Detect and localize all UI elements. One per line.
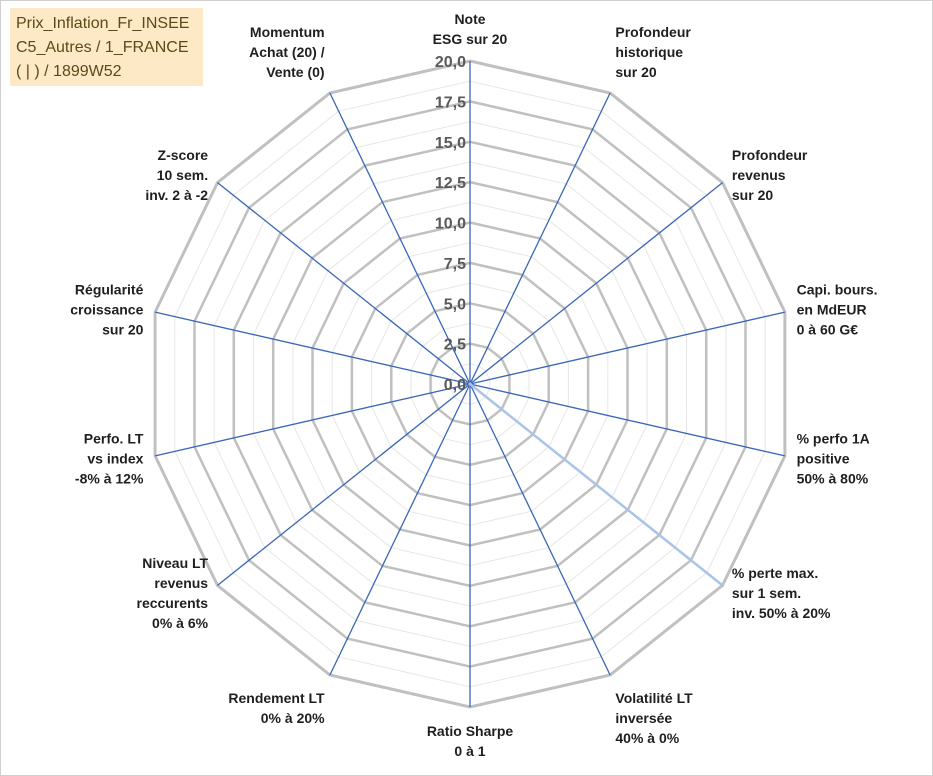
axis-label: Note ESG sur 20 [433, 11, 508, 47]
axis-label: Capi. bours. en MdEUR 0 à 60 G€ [797, 282, 878, 338]
axis-spoke [329, 92, 471, 385]
tick-label: 0,0 [444, 377, 466, 394]
title-line-3: ( | ) / 1899W52 [16, 63, 122, 80]
tick-label: 2,5 [444, 337, 466, 354]
tick-label: 20,0 [435, 54, 466, 71]
axis-label: Volatilité LT inversée 40% à 0% [615, 690, 693, 746]
axis-spoke [154, 383, 471, 457]
axis-label: Ratio Sharpe 0 à 1 [427, 723, 514, 759]
axis-label: % perfo 1A positive 50% à 80% [797, 431, 870, 487]
tick-label: 17,5 [435, 94, 466, 111]
axis-spoke [469, 383, 611, 676]
title-box: Prix_Inflation_Fr_INSEE C5_Autres / 1_FR… [10, 8, 203, 86]
title-line-2: C5_Autres / 1_FRANCE [16, 39, 189, 56]
tick-labels: 0,0 2,5 5,0 7,5 10,0 12,5 15,0 17,5 20,0 [435, 54, 466, 394]
tick-label: 12,5 [435, 175, 466, 192]
axis-label: % perte max. sur 1 sem. inv. 50% à 20% [732, 565, 831, 621]
axis-label: Profondeur revenus sur 20 [732, 147, 808, 203]
series-point [468, 382, 472, 386]
axis-spoke [329, 383, 471, 676]
title-line-1: Prix_Inflation_Fr_INSEE [16, 15, 190, 32]
axis-label: Perfo. LT vs index -8% à 12% [75, 431, 144, 487]
series-point [721, 583, 724, 587]
axis-label: Régularité croissance sur 20 [70, 282, 143, 338]
axis-spoke [469, 182, 723, 385]
axis-label: Momentum Achat (20) / Vente (0) [249, 24, 325, 80]
axis-spoke [469, 311, 786, 385]
series-layer [468, 382, 724, 587]
axis-label: Rendement LT 0% à 20% [228, 690, 325, 726]
tick-label: 10,0 [435, 216, 466, 233]
axis-spoke [469, 383, 786, 457]
axis-spoke [154, 311, 471, 385]
axis-spoke [217, 383, 471, 586]
axis-labels: Note ESG sur 20 Profondeur historique sur 20… [70, 11, 877, 759]
axis-spoke [469, 92, 611, 385]
axis-label: Z-score 10 sem. inv. 2 à -2 [145, 147, 208, 203]
tick-label: 15,0 [435, 135, 466, 152]
axis-label: Profondeur historique sur 20 [615, 24, 691, 80]
tick-label: 7,5 [444, 256, 466, 273]
tick-label: 5,0 [444, 296, 466, 313]
axis-label: Niveau LT revenus reccurents 0% à 6% [137, 555, 209, 631]
axis-spoke [217, 182, 471, 385]
